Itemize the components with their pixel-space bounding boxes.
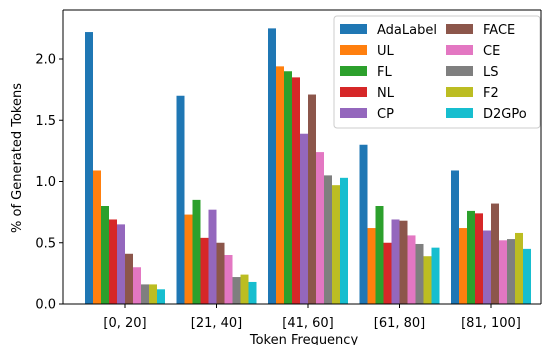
bar-f2-4 — [515, 232, 523, 304]
legend-label-f2: F2 — [483, 86, 499, 101]
bar-face-1 — [216, 242, 225, 304]
bar-face-3 — [399, 220, 408, 304]
bar-fl-4 — [467, 210, 475, 304]
y-tick-label: 2.0 — [35, 53, 56, 68]
bar-nl-1 — [200, 237, 209, 304]
bar-ce-0 — [133, 267, 141, 304]
bar-adalabel-4 — [451, 170, 459, 304]
bar-face-0 — [125, 253, 133, 304]
legend-frame — [333, 15, 541, 129]
bar-ce-4 — [499, 240, 507, 304]
bar-d2gpo-2 — [340, 177, 348, 304]
y-tick-label: 0.5 — [35, 236, 56, 251]
bar-ls-4 — [507, 239, 515, 304]
legend-swatch-cp — [340, 108, 367, 118]
legend-label-fl: FL — [377, 65, 392, 80]
bar-nl-0 — [109, 219, 117, 304]
legend-label-adalabel: AdaLabel — [377, 23, 437, 38]
bar-adalabel-3 — [359, 144, 368, 304]
legend-swatch-d2gpo — [446, 108, 473, 118]
y-tick-label: 1.0 — [35, 175, 56, 190]
bar-adalabel-1 — [176, 95, 185, 304]
bar-d2gpo-1 — [248, 281, 257, 304]
legend-label-ce: CE — [483, 44, 500, 59]
bar-f2-0 — [149, 284, 157, 304]
bar-fl-1 — [192, 199, 201, 304]
bar-ce-3 — [407, 235, 416, 304]
bar-cp-4 — [483, 230, 491, 304]
bar-face-4 — [491, 203, 499, 304]
bar-ls-3 — [415, 243, 424, 304]
bar-fl-0 — [101, 206, 109, 304]
legend-label-ul: UL — [377, 44, 395, 59]
y-tick-label: 1.5 — [35, 114, 56, 129]
x-tick-label: [21, 40] — [191, 316, 243, 331]
bar-adalabel-2 — [268, 28, 276, 304]
bar-adalabel-0 — [85, 32, 93, 305]
bar-cp-2 — [300, 133, 308, 304]
axes-group: 0.0 0.5 1.0 1.5 2.0 [0, 20] [21, 40] [41, 60] [6… — [35, 9, 542, 331]
bar-face-2 — [308, 94, 316, 305]
x-tick-label: [0, 20] — [103, 316, 146, 331]
bar-ce-1 — [224, 255, 233, 304]
y-axis-label: % of Generated Tokens — [10, 83, 25, 233]
x-axis-label: Token Frequency — [249, 333, 359, 345]
y-tick-label: 0.0 — [35, 298, 56, 313]
bar-nl-4 — [475, 213, 483, 304]
legend-swatch-ce — [446, 45, 473, 55]
bar-ls-1 — [232, 277, 241, 304]
legend-label-nl: NL — [377, 86, 395, 101]
bar-ls-2 — [324, 175, 332, 304]
bar-cp-1 — [208, 209, 217, 304]
bar-ul-2 — [276, 66, 284, 304]
x-tick-label: [81, 100] — [461, 316, 521, 331]
bar-d2gpo-0 — [157, 289, 165, 304]
bar-ul-4 — [459, 228, 467, 304]
bar-f2-3 — [423, 256, 432, 304]
legend: AdaLabel UL FL NL CP FACE CE LS F2 D2GPo — [333, 15, 541, 129]
x-tick-label: [61, 80] — [374, 316, 426, 331]
legend-label-face: FACE — [483, 23, 515, 38]
legend-swatch-fl — [340, 66, 367, 76]
legend-swatch-adalabel — [340, 24, 367, 34]
legend-label-ls: LS — [483, 65, 499, 80]
legend-swatch-face — [446, 24, 473, 34]
bars-group — [85, 28, 531, 305]
bar-fl-2 — [284, 71, 292, 304]
bar-ls-0 — [141, 284, 149, 304]
x-tick-label: [41, 60] — [282, 316, 334, 331]
legend-swatch-ls — [446, 66, 473, 76]
legend-swatch-f2 — [446, 87, 473, 97]
legend-label-d2gpo: D2GPo — [483, 107, 527, 122]
bar-d2gpo-3 — [431, 247, 440, 304]
bar-ul-1 — [184, 214, 193, 304]
bar-d2gpo-4 — [523, 248, 531, 304]
bar-ul-0 — [93, 170, 101, 304]
bar-nl-2 — [292, 77, 300, 304]
legend-label-cp: CP — [377, 107, 394, 122]
bar-ce-2 — [316, 152, 324, 304]
bar-f2-1 — [240, 274, 249, 304]
bar-nl-3 — [383, 242, 392, 304]
bar-cp-0 — [117, 224, 125, 304]
bar-ul-3 — [367, 228, 376, 304]
bar-fl-3 — [375, 206, 384, 304]
bar-cp-3 — [391, 219, 400, 304]
legend-swatch-nl — [340, 87, 367, 97]
bar-f2-2 — [332, 185, 340, 304]
legend-swatch-ul — [340, 45, 367, 55]
